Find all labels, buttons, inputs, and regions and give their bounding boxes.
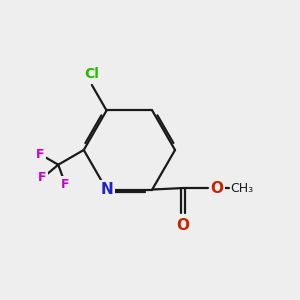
Text: Cl: Cl [84,68,99,81]
Text: O: O [211,181,224,196]
Text: F: F [38,172,47,184]
Text: F: F [36,148,45,161]
Text: O: O [177,218,190,233]
Text: N: N [100,182,113,197]
Text: CH₃: CH₃ [230,182,253,195]
Text: F: F [61,178,70,190]
